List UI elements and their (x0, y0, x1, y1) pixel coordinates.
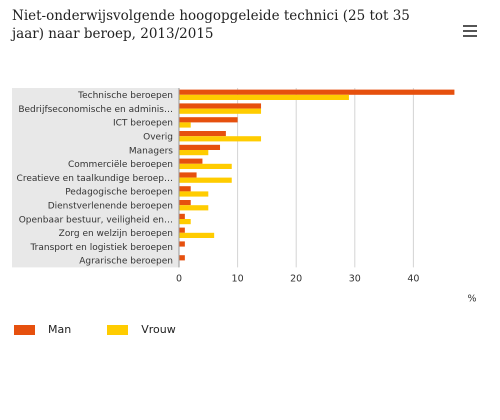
chart-title: Niet-onderwijsvolgende hoogopgeleide tec… (12, 8, 410, 42)
bar-vrouw (179, 108, 262, 114)
legend: Man Vrouw (14, 323, 212, 336)
category-label: Transport en logistiek beroepen (30, 243, 174, 253)
bar-vrouw (179, 122, 191, 128)
x-unit-label: % (467, 293, 476, 304)
bar-man (179, 89, 455, 95)
category-label: Managers (129, 146, 173, 156)
legend-label-vrouw: Vrouw (141, 323, 176, 336)
x-tick-label: 20 (290, 273, 302, 284)
bar-vrouw (179, 232, 215, 238)
bar-vrouw (179, 150, 209, 156)
bar-vrouw (179, 136, 262, 142)
menu-bar-bottom (463, 35, 477, 37)
bar-man (179, 117, 238, 123)
x-tick-label: 40 (407, 273, 419, 284)
bar-man (179, 158, 203, 164)
bar-vrouw (179, 177, 232, 183)
category-label: Creatieve en taalkundige beroep… (17, 174, 173, 184)
bar-vrouw (179, 94, 349, 100)
category-label: Dienstverlenende beroepen (48, 202, 173, 212)
bar-man (179, 200, 191, 206)
category-label: Zorg en welzijn beroepen (59, 229, 173, 239)
legend-item-vrouw[interactable]: Vrouw (107, 323, 176, 336)
bar-man (179, 213, 185, 219)
bar-vrouw (179, 205, 209, 211)
category-label: Technische beroepen (77, 91, 173, 101)
bar-man (179, 227, 185, 233)
bar-man (179, 131, 226, 137)
category-label: Overig (143, 133, 173, 143)
category-label-band (12, 88, 179, 268)
legend-item-man[interactable]: Man (14, 323, 71, 336)
bar-vrouw (179, 163, 232, 169)
bar-man (179, 255, 185, 261)
menu-bar-top (463, 25, 477, 27)
category-label: Agrarische beroepen (79, 257, 173, 267)
category-label: Openbaar bestuur, veiligheid en… (19, 215, 173, 225)
category-label: Bedrijfseconomische en adminis… (18, 105, 173, 115)
hamburger-menu-icon[interactable] (463, 25, 477, 37)
category-label: Commerciële beroepen (68, 160, 173, 170)
bar-man (179, 144, 221, 150)
x-tick-label: 10 (232, 273, 244, 284)
legend-swatch-vrouw (107, 324, 129, 335)
x-tick-label: 30 (349, 273, 361, 284)
category-label: Pedagogische beroepen (65, 188, 173, 198)
category-label: ICT beroepen (113, 119, 173, 129)
bar-man (179, 241, 185, 247)
legend-swatch-man (14, 324, 35, 335)
x-tick-label: 0 (176, 273, 182, 284)
menu-bar-middle (463, 30, 477, 32)
bar-man (179, 103, 262, 109)
legend-label-man: Man (48, 323, 72, 336)
bar-vrouw (179, 191, 209, 197)
bar-man (179, 186, 191, 192)
bar-vrouw (179, 219, 191, 225)
bar-man (179, 172, 197, 178)
